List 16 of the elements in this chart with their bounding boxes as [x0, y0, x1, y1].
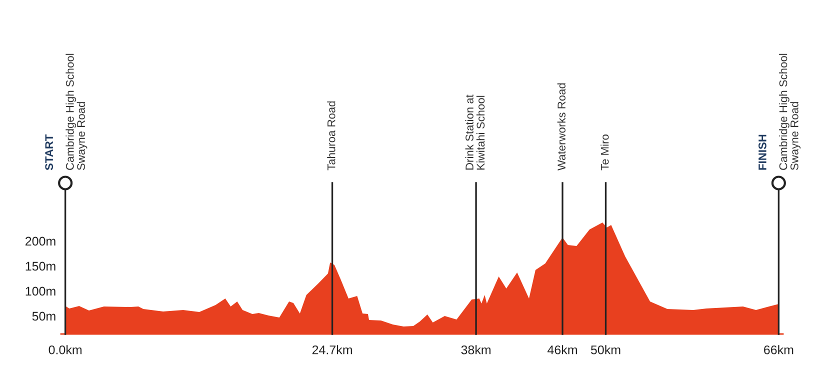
x-tick-label: 66km	[764, 345, 794, 354]
y-tick-label: 200m	[26, 236, 56, 246]
x-tick-label: 50km	[590, 345, 620, 354]
ref-line-label: Waterworks Road	[557, 83, 566, 170]
x-tick-label: 46km	[548, 345, 577, 354]
ref-line-label: Tahuroa Road	[327, 101, 336, 170]
y-tick-label: 150m	[26, 262, 56, 271]
x-tick-label: 24.7km	[312, 345, 352, 354]
ref-line-label: START Cambridge High School Swayne Road	[45, 54, 88, 170]
ref-line-label: FINISH Cambridge High School Swayne Road	[758, 54, 801, 170]
x-tick-label: 38km	[461, 345, 490, 354]
ref-line-label: Drink Station at Kiwitahi School	[465, 94, 485, 170]
ref-line-label: Te Miro	[600, 134, 609, 170]
y-tick-label: 50m	[32, 312, 56, 321]
y-tick-label: 100m	[26, 286, 56, 296]
x-tick-label: 0.0km	[48, 345, 82, 354]
